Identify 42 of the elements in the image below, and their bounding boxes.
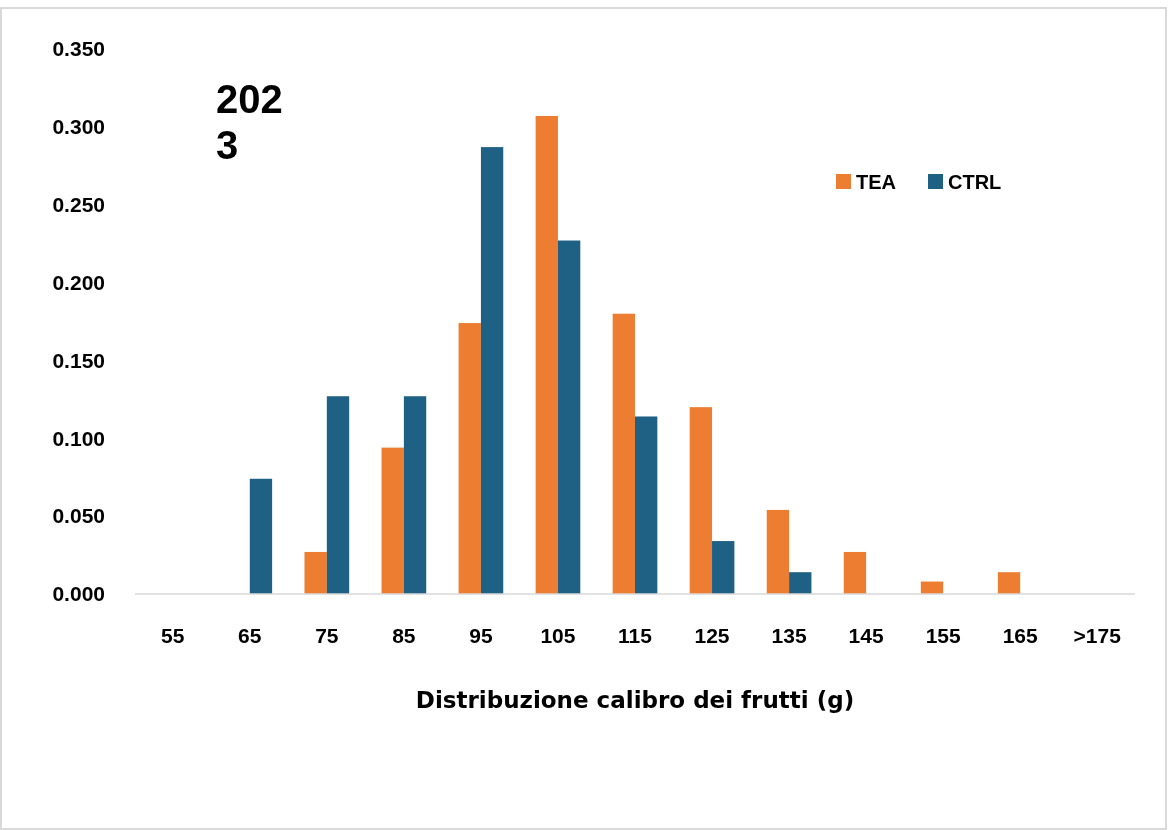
y-tick-label: 0.200 (52, 270, 105, 294)
bar (612, 313, 635, 594)
x-tick-label: 95 (469, 624, 493, 648)
bar (557, 240, 581, 594)
bar (304, 551, 327, 594)
x-tick-label: 135 (771, 624, 807, 648)
bar (843, 551, 867, 594)
bar (997, 572, 1021, 594)
bar (689, 407, 713, 594)
x-tick-label: 115 (618, 624, 653, 648)
legend-label: TEA (856, 171, 896, 193)
x-tick-label: 75 (315, 624, 339, 648)
bar (381, 447, 404, 594)
x-tick-label: 85 (392, 624, 416, 648)
bar (403, 396, 427, 594)
x-tick-label: 155 (925, 624, 961, 648)
bar (635, 416, 658, 594)
y-tick-label: 0.000 (52, 582, 105, 606)
y-tick-label: 0.100 (52, 426, 105, 450)
y-tick-label: 0.350 (52, 37, 105, 61)
x-tick-label: 125 (694, 624, 730, 648)
y-tick-label: 0.250 (52, 193, 105, 217)
bar (712, 541, 735, 594)
x-tick-label: 65 (238, 624, 262, 648)
y-tick-label: 0.150 (52, 348, 105, 372)
x-tick-label: 55 (161, 624, 185, 648)
y-tick-label: 0.050 (52, 504, 105, 528)
y-tick-label: 0.300 (52, 115, 105, 139)
legend-label: CTRL (948, 171, 1002, 193)
bar (480, 147, 504, 594)
x-tick-label: >175 (1073, 624, 1122, 648)
x-tick-label: 105 (540, 624, 576, 648)
x-axis-title: Distribuzione calibro dei frutti (g) (415, 687, 855, 714)
bar (535, 115, 558, 594)
bar (458, 323, 481, 594)
text: 2023 (216, 77, 283, 167)
x-tick-label: 145 (848, 624, 884, 648)
bar (789, 572, 812, 594)
bar (766, 509, 790, 594)
bar (249, 478, 273, 594)
bar (326, 396, 350, 594)
x-tick-label: 165 (1002, 624, 1039, 648)
